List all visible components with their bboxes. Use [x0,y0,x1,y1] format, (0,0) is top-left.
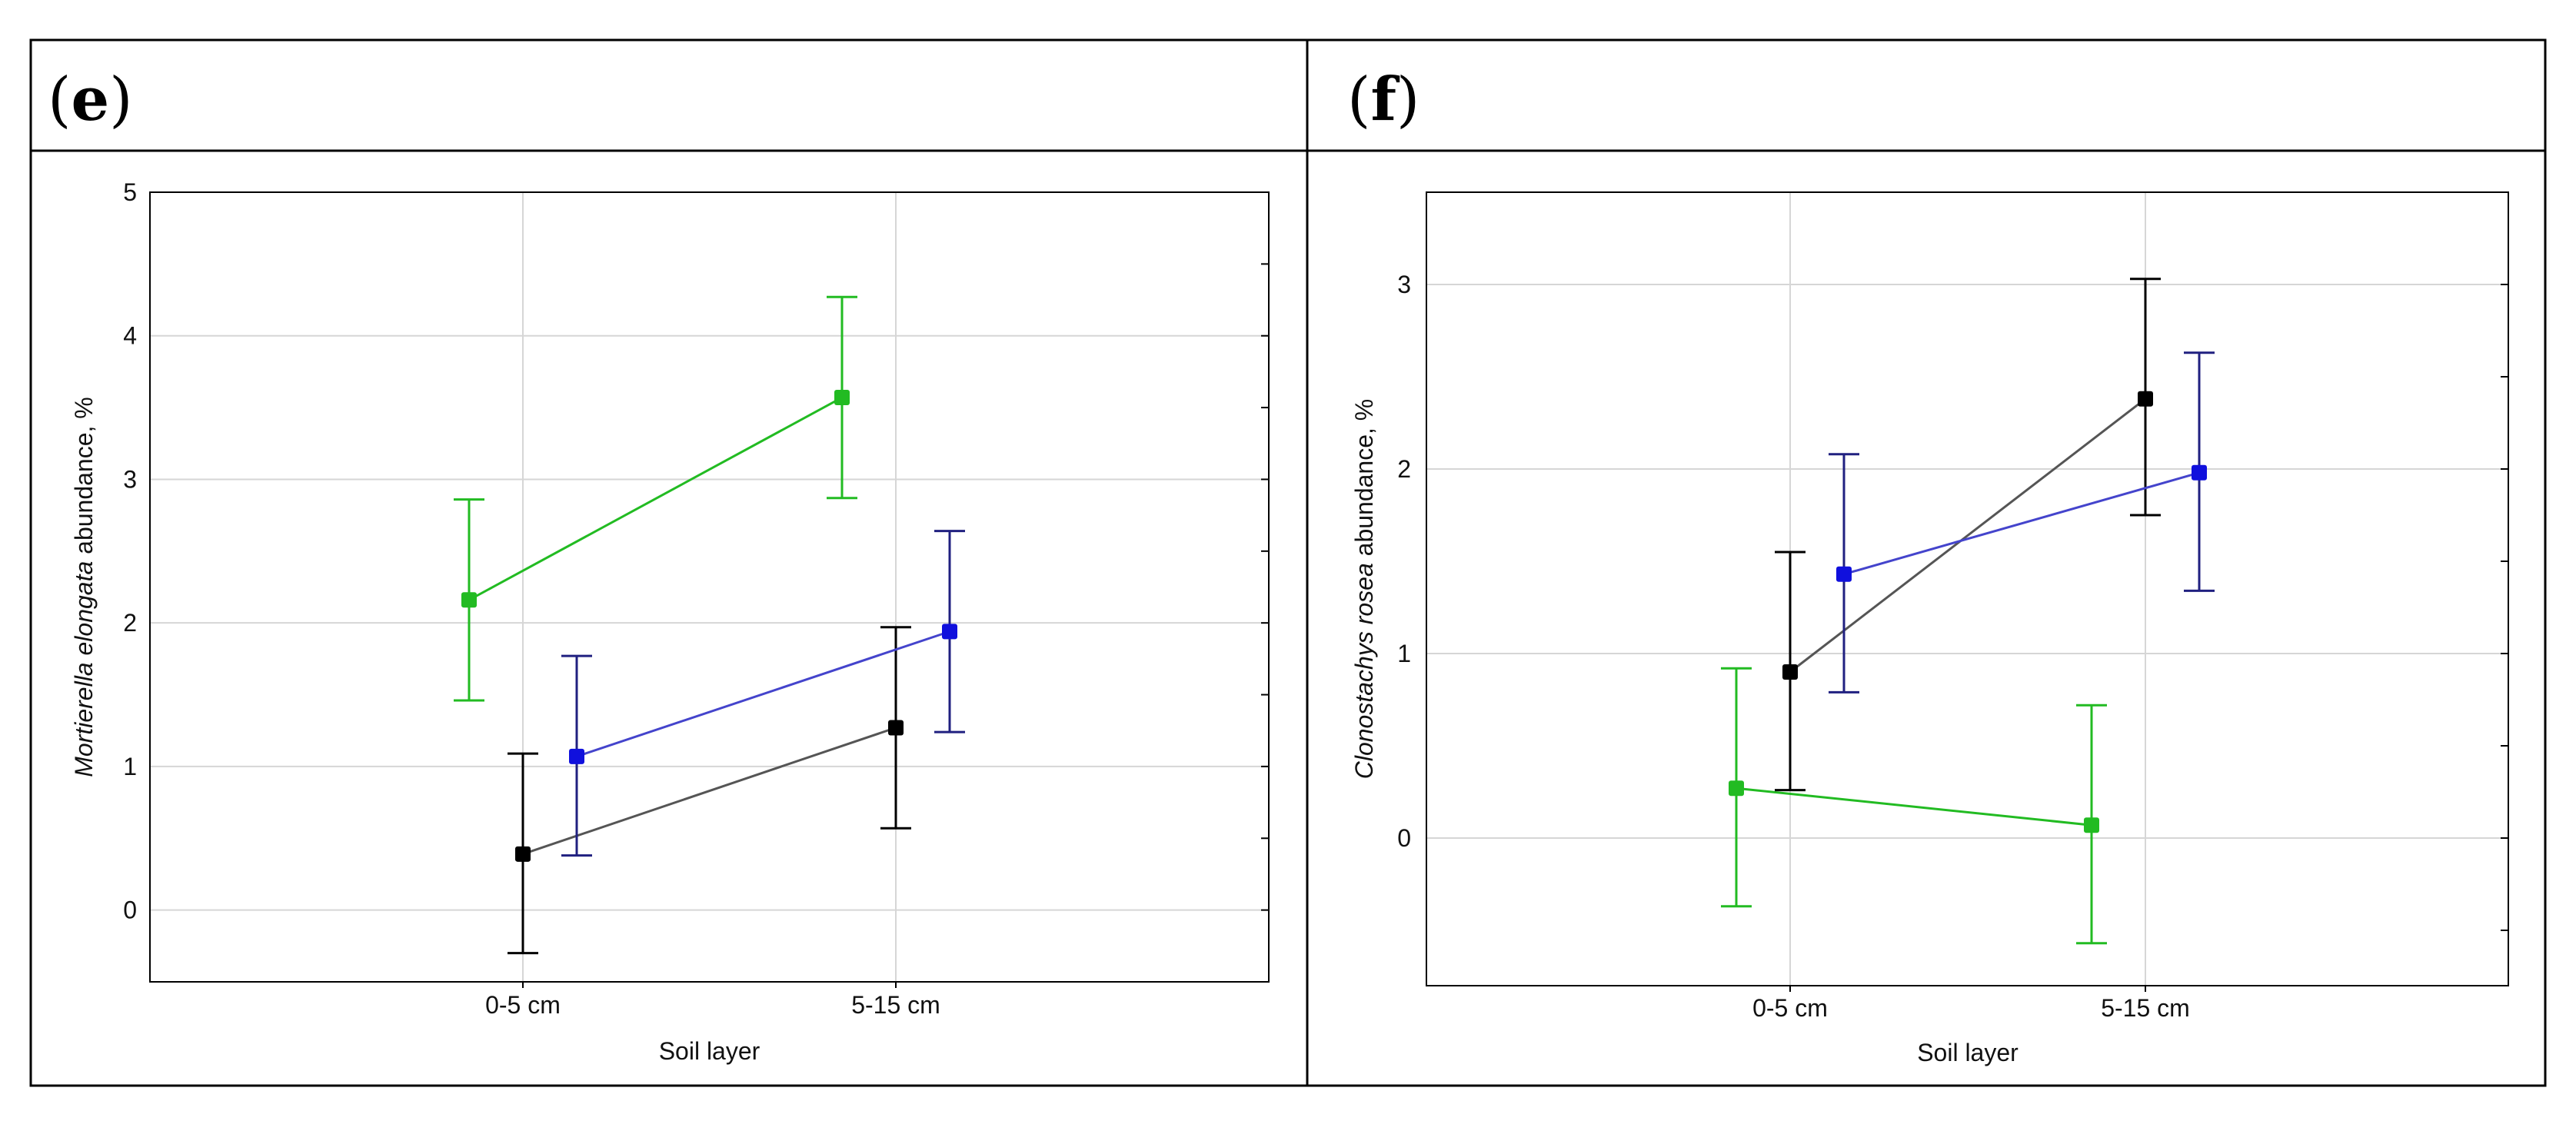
series-line-blue [576,630,950,758]
series-line-green [1736,787,2092,827]
data-point-green [461,592,477,608]
x-axis-title: Soil layer [659,1037,760,1065]
panel-f-letter: f [1370,65,1399,135]
data-point-black [888,720,904,736]
figure-frame [29,38,2547,1087]
x-axis-title: Soil layer [1917,1039,2019,1066]
data-point-blue [2192,464,2207,481]
x-tick-label: 5-15 cm [2101,994,2190,1022]
data-point-blue [942,624,957,640]
data-point-black [1782,664,1798,680]
y-axis-title-unit: abundance, % [70,397,98,561]
y-axis-title-species: Mortierella elongata [70,561,98,777]
y-tick-label: 5 [123,178,137,206]
data-point-blue [1836,566,1852,582]
panel-e-label: (e) [48,65,133,135]
series-line-green [468,396,843,601]
y-tick-label: 0 [1397,824,1411,852]
y-axis-title: Mortierella elongata abundance, % [70,397,98,777]
chart-panel-e: 0 1 2 3 4 5 0-5 cm 5-15 cm Soil layer Mortierella… [70,178,1270,1065]
series-line-blue [1843,471,2200,576]
data-point-green [2084,817,2099,833]
chart-panel-f: 0 1 2 3 0-5 cm 5-15 cm Soil layer Clonostachys … [1350,191,2509,1066]
y-tick-label: 0 [123,896,137,924]
series-line-black [522,727,897,856]
panel-f-label: (f) [1347,65,1419,135]
y-axis-title-species: Clonostachys rosea [1350,563,1378,779]
y-tick-label: 4 [123,322,137,350]
plot-area [1426,191,2509,986]
y-axis-title: Clonostachys rosea abundance, % [1350,399,1378,780]
x-tick-label: 0-5 cm [1752,994,1828,1022]
data-point-blue [569,748,584,764]
plot-area [149,191,1270,983]
data-point-green [1729,780,1744,797]
y-tick-label: 3 [1397,271,1411,298]
data-point-green [834,390,850,406]
x-tick-label: 5-15 cm [851,991,940,1019]
y-tick-label: 1 [1397,640,1411,667]
y-tick-label: 2 [1397,455,1411,483]
data-point-black [2138,391,2153,407]
y-tick-label: 2 [123,609,137,637]
data-point-black [515,846,531,862]
x-tick-label: 0-5 cm [485,991,561,1019]
y-axis-title-unit: abundance, % [1350,399,1378,564]
series-line-black [1789,398,2146,674]
y-tick-label: 3 [123,465,137,493]
y-tick-label: 1 [123,753,137,780]
panel-e-letter: e [71,65,109,135]
